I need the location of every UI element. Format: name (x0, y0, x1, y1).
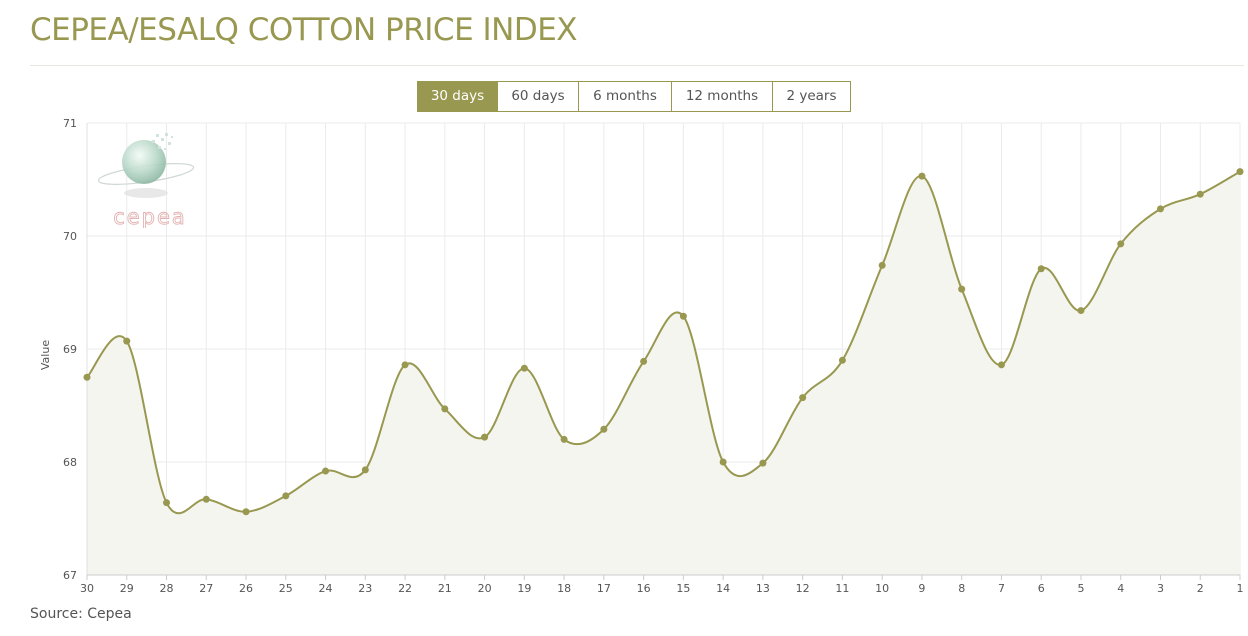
data-point (1037, 265, 1045, 273)
x-tick-label: 10 (875, 582, 889, 595)
range-tab-30-days[interactable]: 30 days (418, 82, 498, 111)
data-point (441, 405, 449, 413)
x-tick-label: 30 (80, 582, 94, 595)
x-tick-label: 17 (597, 582, 611, 595)
data-point (1077, 307, 1085, 315)
title-divider (30, 65, 1244, 66)
y-tick-label: 70 (63, 230, 77, 243)
chart-points (83, 168, 1244, 516)
data-point (640, 357, 648, 365)
data-point (322, 467, 330, 475)
y-tick-label: 71 (63, 117, 77, 130)
x-tick-label: 4 (1117, 582, 1124, 595)
x-tick-label: 2 (1197, 582, 1204, 595)
data-point (997, 361, 1005, 369)
data-point (1156, 205, 1164, 213)
data-point (361, 466, 369, 474)
x-tick-label: 12 (796, 582, 810, 595)
data-point (481, 433, 489, 441)
range-tab-12-months[interactable]: 12 months (672, 82, 773, 111)
data-point (918, 172, 926, 180)
x-tick-label: 28 (160, 582, 174, 595)
data-point (600, 425, 608, 433)
data-point (123, 337, 131, 345)
page-title: CEPEA/ESALQ COTTON PRICE INDEX (30, 12, 578, 48)
data-point (401, 361, 409, 369)
x-tick-label: 5 (1077, 582, 1084, 595)
x-tick-label: 22 (398, 582, 412, 595)
x-tick-label: 6 (1038, 582, 1045, 595)
range-tab-2-years[interactable]: 2 years (773, 82, 850, 111)
x-tick-label: 27 (199, 582, 213, 595)
x-tick-label: 26 (239, 582, 253, 595)
range-selector: 30 days 60 days 6 months 12 months 2 yea… (417, 81, 851, 112)
data-point (1117, 240, 1125, 248)
data-point (759, 459, 767, 467)
x-tick-label: 15 (676, 582, 690, 595)
y-tick-label: 68 (63, 456, 77, 469)
data-point (560, 435, 568, 443)
y-tick-label: 67 (63, 569, 77, 582)
x-tick-label: 19 (517, 582, 531, 595)
data-point (1196, 190, 1204, 198)
x-tick-label: 9 (918, 582, 925, 595)
data-point (520, 364, 528, 372)
data-point (838, 356, 846, 364)
chart-series (86, 170, 1241, 515)
x-tick-label: 14 (716, 582, 730, 595)
source-note: Source: Cepea (30, 606, 132, 622)
x-tick-label: 24 (319, 582, 333, 595)
x-tick-label: 18 (557, 582, 571, 595)
y-axis-label: Value (39, 340, 52, 370)
data-point (799, 394, 807, 402)
data-point (719, 458, 727, 466)
data-point (282, 492, 290, 500)
y-tick-label: 69 (63, 343, 77, 356)
x-tick-label: 1 (1237, 582, 1244, 595)
data-point (878, 261, 886, 269)
data-point (242, 508, 250, 516)
data-point (163, 499, 171, 507)
series-line (86, 170, 1241, 515)
x-tick-label: 20 (478, 582, 492, 595)
x-tick-label: 25 (279, 582, 293, 595)
x-tick-label: 7 (998, 582, 1005, 595)
range-tab-60-days[interactable]: 60 days (498, 82, 579, 111)
x-tick-label: 3 (1157, 582, 1164, 595)
cepea-globe-logo: cepea (98, 133, 195, 228)
series-area (87, 171, 1240, 575)
data-point (83, 373, 91, 381)
range-tab-6-months[interactable]: 6 months (579, 82, 672, 111)
chart-area (87, 171, 1240, 575)
x-tick-label: 29 (120, 582, 134, 595)
x-tick-label: 21 (438, 582, 452, 595)
logo-wordmark: cepea (113, 205, 187, 228)
data-point (679, 312, 687, 320)
data-point (202, 495, 210, 503)
x-tick-label: 23 (358, 582, 372, 595)
x-tick-label: 11 (835, 582, 849, 595)
x-tick-label: 8 (958, 582, 965, 595)
data-point (1236, 168, 1244, 176)
x-tick-label: 13 (756, 582, 770, 595)
data-point (958, 285, 966, 293)
x-tick-label: 16 (637, 582, 651, 595)
